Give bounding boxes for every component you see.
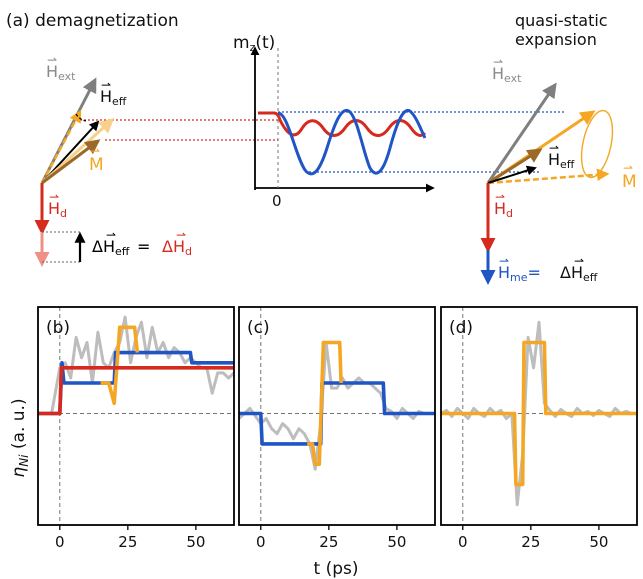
series-group bbox=[441, 320, 637, 507]
h-eff-arrow-right bbox=[487, 165, 537, 184]
panel-label: (c) bbox=[247, 318, 270, 338]
delta-equation-left: ΔHeff bbox=[92, 237, 130, 258]
h-d-arrowbar-left: ⇀ bbox=[49, 190, 59, 204]
series-line-signal_gray bbox=[239, 341, 435, 471]
h-me-arrowbar: ⇀ bbox=[499, 254, 509, 268]
x-tick-label: 50 bbox=[387, 533, 406, 551]
x-tick-label: 50 bbox=[186, 533, 205, 551]
m-label-right: M bbox=[622, 172, 637, 192]
h-eff-arrowbar-right: ⇀ bbox=[549, 141, 559, 155]
chart-panel-d: 0 25 50 (d) bbox=[440, 306, 638, 551]
series-line-red bbox=[38, 366, 234, 416]
mz-plot: mz(t) 0 bbox=[233, 33, 565, 210]
m-arrow-left bbox=[41, 139, 101, 185]
h-me-rhs: ΔHeff bbox=[560, 263, 598, 284]
h-d-label-right: Hd bbox=[494, 199, 513, 220]
bottom-charts: ηNi (a. u.) t (ps) 0 25 50 (b) 0 25 50 (c) 0 25… bbox=[9, 306, 638, 579]
h-ext-label-right: Hext bbox=[492, 64, 522, 85]
precession-dashes-left bbox=[75, 113, 87, 122]
panel-label: (d) bbox=[449, 318, 473, 338]
right-title-line2: expansion bbox=[515, 30, 597, 49]
x-tick-label: 25 bbox=[118, 533, 137, 551]
h-eff-label-left: Heff bbox=[100, 87, 127, 108]
panel-a: (a) demagnetization Hext ⇀ Heff ⇀ M ⇀ Hd… bbox=[6, 11, 637, 285]
series-line-orange bbox=[441, 340, 637, 487]
m-arrow-left-dashed bbox=[40, 109, 82, 184]
plot-frame bbox=[440, 306, 638, 526]
m-arrowbar-right: ⇀ bbox=[623, 161, 633, 175]
h-eff-label-right: Heff bbox=[548, 150, 575, 171]
delta-eq-arrowbar-1: ⇀ bbox=[106, 228, 116, 242]
h-me-label: Hme= bbox=[498, 263, 541, 284]
mz-axis-label: mz(t) bbox=[233, 33, 275, 54]
m-arrowbar-left: ⇀ bbox=[90, 144, 100, 158]
delta-equation-equals: = bbox=[137, 237, 150, 256]
x-axis-label: t (ps) bbox=[314, 559, 359, 579]
y-axis-label: ηNi (a. u.) bbox=[9, 398, 31, 477]
right-vector-diagram: quasi-static expansion Hext ⇀ Heff ⇀ M ⇀… bbox=[480, 11, 637, 285]
delta-equation-right: ΔHd bbox=[162, 237, 192, 258]
chart-panel-c: 0 25 50 (c) bbox=[238, 306, 436, 551]
series-line-orange bbox=[100, 325, 140, 406]
x-tick-label: 0 bbox=[256, 533, 266, 551]
x-tick-label: 25 bbox=[319, 533, 338, 551]
h-d-arrowbar-right: ⇀ bbox=[495, 190, 505, 204]
panel-a-label: (a) demagnetization bbox=[6, 11, 179, 31]
h-ext-label-left: Hext bbox=[46, 62, 76, 83]
series-line-signal_gray bbox=[43, 315, 234, 415]
h-me-rhs-arrowbar: ⇀ bbox=[574, 254, 584, 268]
h-ext-arrowbar-right: ⇀ bbox=[493, 55, 503, 69]
series-group bbox=[239, 340, 435, 471]
plot-frame bbox=[238, 306, 436, 526]
x-tick-label: 0 bbox=[55, 533, 65, 551]
right-title-line1: quasi-static bbox=[515, 11, 608, 30]
series-line-orange bbox=[307, 340, 343, 466]
precession-cone-ellipse bbox=[580, 109, 614, 179]
plot-frame bbox=[37, 306, 235, 526]
x-tick-label: 25 bbox=[521, 533, 540, 551]
left-vector-diagram: Hext ⇀ Heff ⇀ M ⇀ Hd ⇀ ΔHeff ⇀ = ΔHd ⇀ bbox=[34, 53, 278, 267]
mz-blue-oscillation bbox=[277, 108, 427, 176]
delta-eq-arrowbar-2: ⇀ bbox=[176, 228, 186, 242]
x-tick-label: 0 bbox=[458, 533, 468, 551]
series-group bbox=[38, 315, 234, 416]
m-label-left: M bbox=[89, 155, 104, 175]
chart-panel-b: 0 25 50 (b) bbox=[37, 306, 235, 551]
h-ext-arrow-right bbox=[486, 82, 557, 184]
series-line-blue bbox=[38, 350, 234, 416]
mz-zero-label: 0 bbox=[272, 192, 282, 210]
m-arrow-right-dashed bbox=[487, 168, 610, 185]
h-ext-arrowbar-left: ⇀ bbox=[47, 53, 57, 67]
panel-label: (b) bbox=[46, 318, 70, 338]
x-tick-label: 50 bbox=[589, 533, 608, 551]
h-d-label-left: Hd bbox=[48, 199, 67, 220]
mz-red-oscillation bbox=[258, 111, 427, 137]
h-eff-arrowbar-left: ⇀ bbox=[101, 78, 111, 92]
m-arrow-right-brown bbox=[487, 148, 543, 185]
